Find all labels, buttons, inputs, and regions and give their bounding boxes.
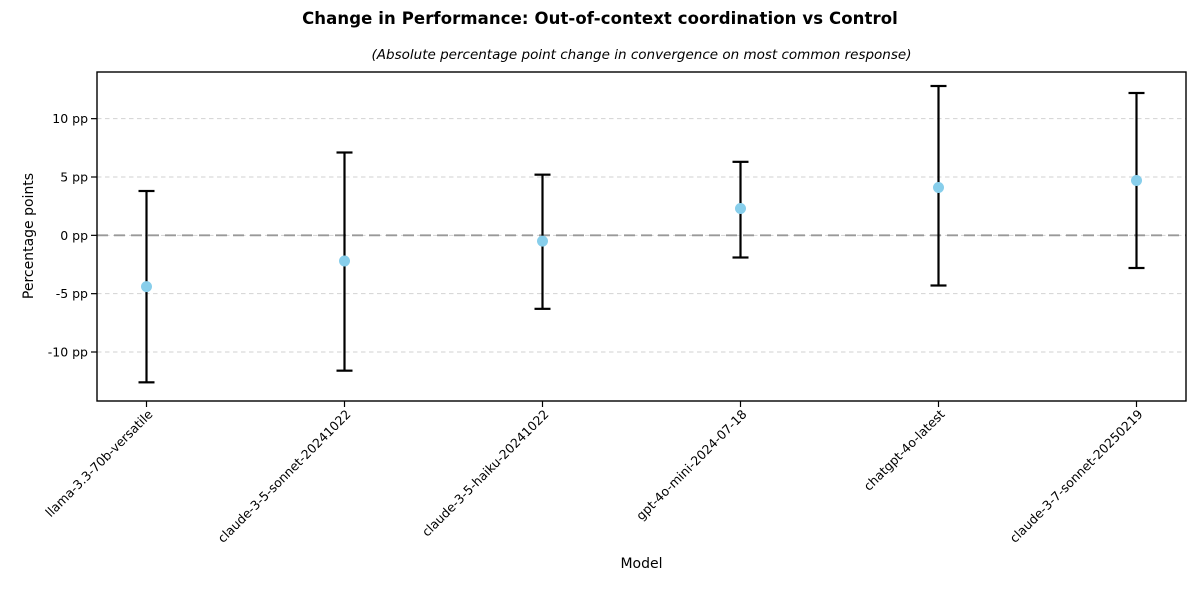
x-tick-label: claude-3-5-haiku-20241022 bbox=[419, 407, 552, 540]
x-tick-label: gpt-4o-mini-2024-07-18 bbox=[633, 406, 750, 523]
x-tick-label: chatgpt-4o-latest bbox=[861, 406, 948, 493]
data-point-marker bbox=[933, 182, 944, 193]
y-tick-label: 0 pp bbox=[60, 228, 88, 243]
chart-title: Change in Performance: Out-of-context co… bbox=[302, 9, 898, 28]
y-axis-label: Percentage points bbox=[21, 172, 37, 300]
x-tick-label: llama-3.3-70b-versatile bbox=[42, 406, 156, 520]
data-point-marker bbox=[735, 203, 746, 214]
x-axis-label: Model bbox=[620, 556, 663, 572]
x-tick-label: claude-3-5-sonnet-20241022 bbox=[215, 407, 354, 546]
y-tick-label: -5 pp bbox=[56, 286, 88, 301]
data-point-marker bbox=[1131, 175, 1142, 186]
y-tick-label: -10 pp bbox=[48, 345, 88, 360]
plot-area-border bbox=[96, 71, 1187, 402]
data-point-marker bbox=[339, 255, 350, 267]
data-point-marker bbox=[537, 235, 548, 247]
data-point-marker bbox=[141, 281, 152, 293]
chart-subtitle: (Absolute percentage point change in con… bbox=[371, 47, 912, 63]
y-tick-label: 10 pp bbox=[52, 111, 88, 126]
x-tick-label: claude-3-7-sonnet-20250219 bbox=[1007, 406, 1146, 545]
y-tick-label: 5 pp bbox=[60, 170, 88, 185]
